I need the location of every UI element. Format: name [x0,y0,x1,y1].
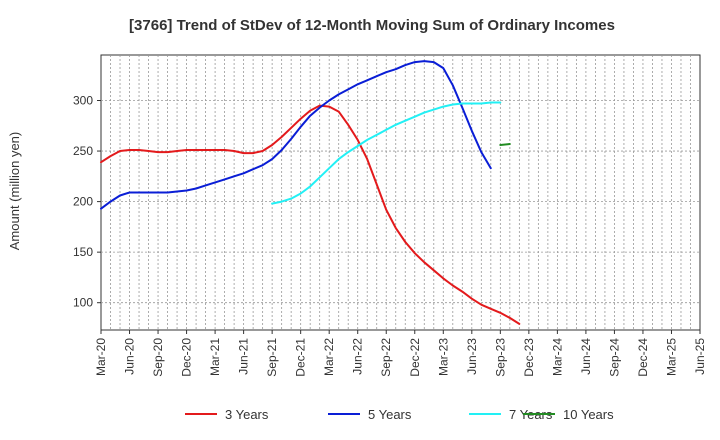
x-tick-label: Mar-21 [208,338,222,376]
x-tick-label: Jun-22 [351,338,365,375]
y-axis-label: Amount (million yen) [7,132,22,251]
y-tick-labels: 100 150 200 250 300 [73,93,101,310]
x-tick-label: Dec-22 [408,338,422,377]
x-tick-label: Jun-20 [123,338,137,375]
y-tick-label: 200 [73,195,93,209]
y-tick-label: 250 [73,144,93,158]
x-tick-label: Sep-23 [493,338,507,377]
x-tick-label: Mar-24 [550,338,564,376]
series-line [100,104,521,325]
legend-item: 5 Years [328,407,412,422]
series-line [499,143,511,146]
x-tick-label: Mar-20 [94,338,108,376]
legend-item: 3 Years [185,407,269,422]
chart-title: [3766] Trend of StDev of 12-Month Moving… [129,17,615,34]
x-tick-label: Mar-23 [436,338,450,376]
legend-label: 3 Years [225,407,269,422]
x-tick-label: Mar-22 [322,338,336,376]
grid-lines [101,55,700,330]
x-tick-label: Dec-21 [294,338,308,377]
legend-label: 5 Years [368,407,412,422]
x-tick-label: Sep-24 [607,338,621,377]
legend-label: 10 Years [563,407,614,422]
x-tick-labels: Mar-20 Jun-20 Sep-20 Dec-20 Mar-21 Jun-21 Sep-… [94,330,707,377]
x-tick-label: Sep-21 [265,338,279,377]
x-tick-label: Sep-22 [379,338,393,377]
x-tick-label: Jun-24 [579,338,593,375]
plot-area [100,54,701,331]
x-tick-label: Dec-24 [636,338,650,377]
series-line [271,101,502,205]
series-line [100,60,492,210]
y-tick-label: 100 [73,296,93,310]
x-tick-label: Mar-25 [664,338,678,376]
x-tick-label: Dec-23 [522,338,536,377]
x-tick-label: Jun-23 [465,338,479,375]
y-tick-label: 150 [73,245,93,259]
y-tick-label: 300 [73,93,93,107]
legend-item: 10 Years [523,407,614,422]
x-tick-label: Jun-21 [237,338,251,375]
x-tick-label: Sep-20 [151,338,165,377]
plot-frame [100,54,701,331]
series-lines [100,60,521,325]
x-tick-label: Jun-25 [693,338,707,375]
legend: 3 Years 5 Years 7 Years 10 Years [185,407,614,422]
x-tick-label: Dec-20 [180,338,194,377]
